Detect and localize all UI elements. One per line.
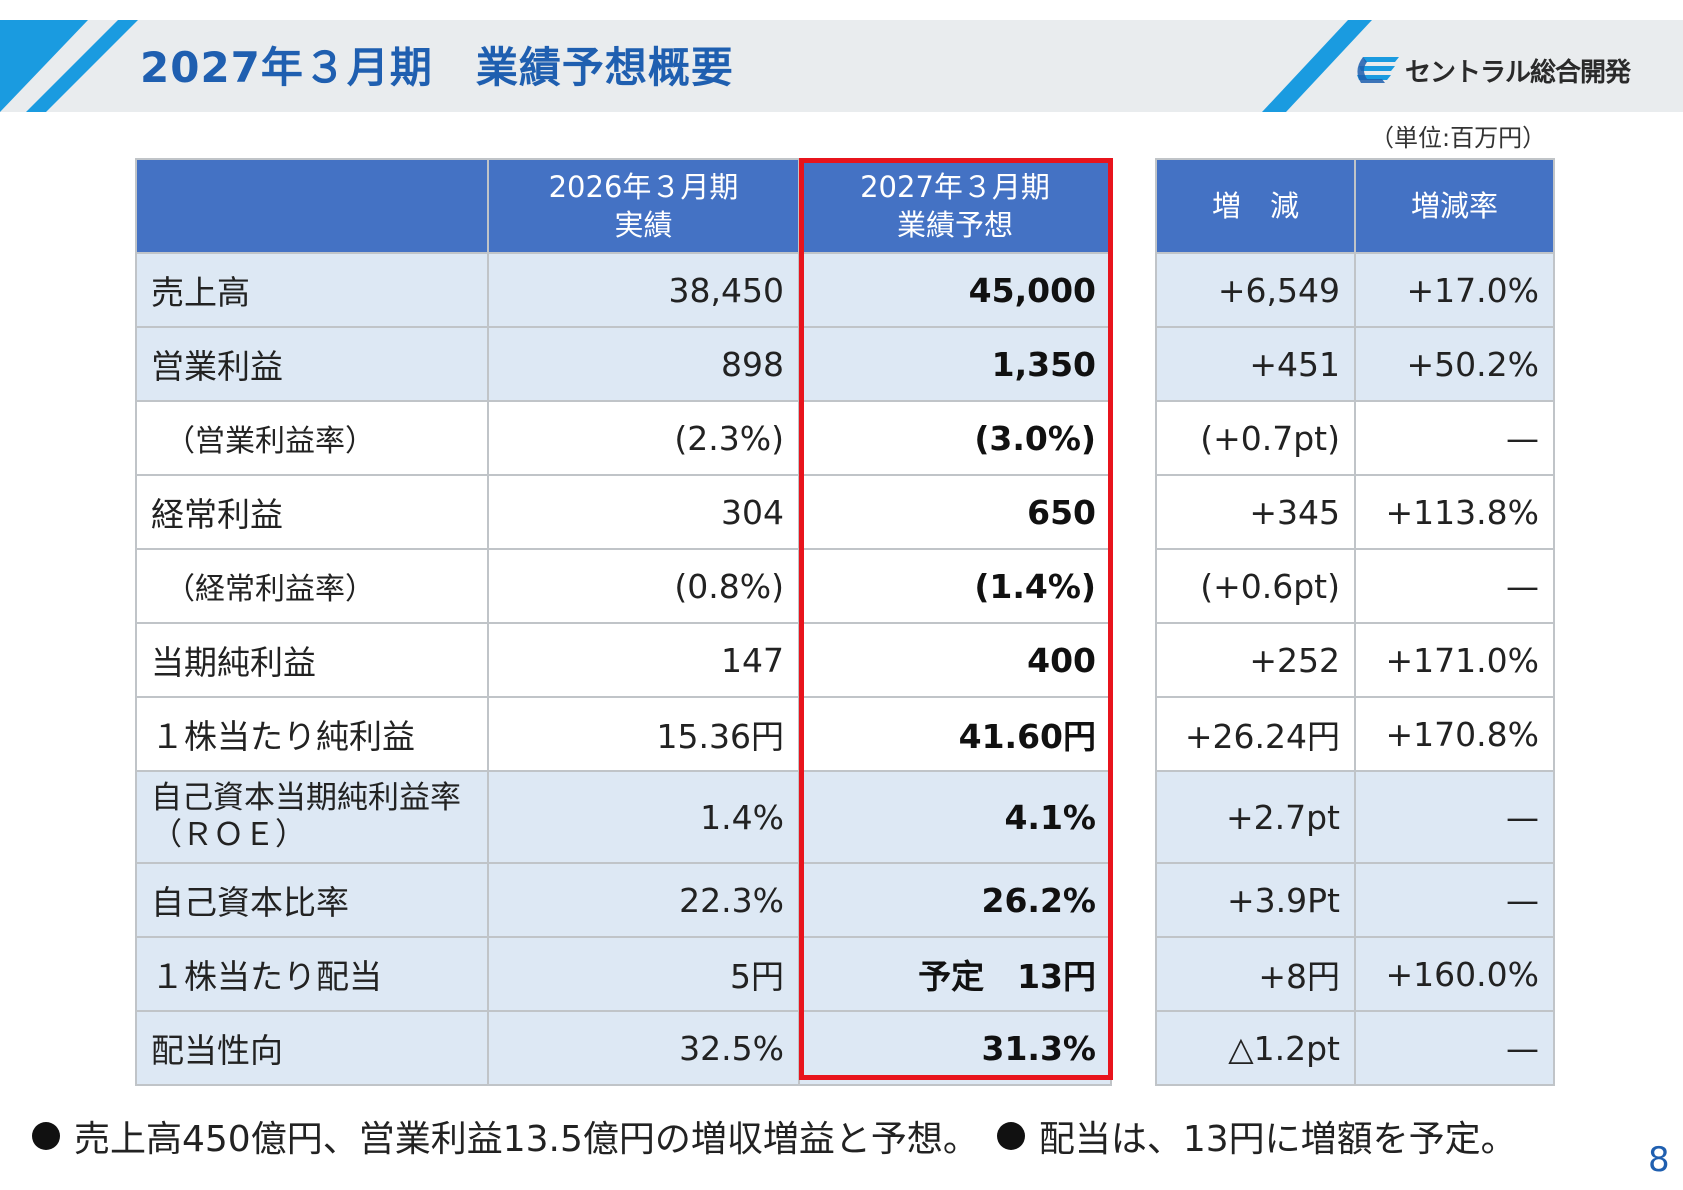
company-logo: セントラル総合開発: [1355, 50, 1631, 90]
header-item: [135, 158, 489, 254]
footnote-sales: 売上高450億円、営業利益13.5億円の増収増益と予想。: [74, 1119, 979, 1160]
row-label-ordinary-margin: （経常利益率）: [135, 548, 489, 624]
change-value: +451: [1155, 326, 1356, 402]
change-value: △1.2pt: [1155, 1010, 1356, 1086]
bullet-icon: [996, 1122, 1025, 1150]
header-change-rate: 増減率: [1354, 158, 1555, 254]
change-value: +26.24円: [1155, 696, 1356, 772]
row-label-roe: 自己資本当期純利益率 （ＲＯＥ）: [135, 770, 489, 864]
forecast-value: 31.3%: [798, 1010, 1112, 1086]
prev-value: 15.36円: [487, 696, 800, 772]
forecast-value: 4.1%: [798, 770, 1112, 864]
logo-mark-icon: [1357, 57, 1399, 83]
table-row: （経常利益率） (0.8%) (1.4%): [135, 548, 1112, 624]
header-band: [0, 20, 1683, 112]
header-prev-year: 2026年３月期 実績: [487, 158, 800, 254]
table-row: +26.24円 +170.8%: [1155, 696, 1555, 772]
forecast-value: 45,000: [798, 252, 1112, 328]
change-value: +6,549: [1155, 252, 1356, 328]
table-row: +345 +113.8%: [1155, 474, 1555, 550]
forecast-value: 650: [798, 474, 1112, 550]
header-right-stripes: [1262, 20, 1372, 112]
table-row: １株当たり純利益 15.36円 41.60円: [135, 696, 1112, 772]
change-value: +252: [1155, 622, 1356, 698]
table-row: 自己資本比率 22.3% 26.2%: [135, 862, 1112, 938]
prev-value: 898: [487, 326, 800, 402]
footnote: 売上高450億円、営業利益13.5億円の増収増益と予想。 配当は、13円に増額を…: [32, 1110, 1535, 1162]
forecast-value: 予定 13円: [798, 936, 1112, 1012]
forecast-table: 2026年３月期 実績 2027年３月期 業績予想 売上高 38,450 45,…: [135, 158, 1112, 1086]
row-label-sales: 売上高: [135, 252, 489, 328]
row-label-ordinary-income: 経常利益: [135, 474, 489, 550]
change-rate-value: —: [1354, 400, 1555, 476]
header-forecast: 2027年３月期 業績予想: [798, 158, 1112, 254]
change-value: +3.9Pt: [1155, 862, 1356, 938]
table-row: (+0.7pt) —: [1155, 400, 1555, 476]
table-row: +252 +171.0%: [1155, 622, 1555, 698]
header-left-stripes: [0, 20, 138, 112]
change-rate-value: +170.8%: [1354, 696, 1555, 772]
prev-value: 1.4%: [487, 770, 800, 864]
page-number: 8: [1648, 1140, 1670, 1180]
bullet-icon: [32, 1122, 60, 1150]
change-table: 増 減 増減率 +6,549 +17.0% +451 +50.2% (+0.7p…: [1155, 158, 1555, 1086]
prev-value: 147: [487, 622, 800, 698]
forecast-value: (1.4%): [798, 548, 1112, 624]
header-change: 増 減: [1155, 158, 1356, 254]
table-row: (+0.6pt) —: [1155, 548, 1555, 624]
change-rate-value: —: [1354, 1010, 1555, 1086]
prev-value: 38,450: [487, 252, 800, 328]
company-name: セントラル総合開発: [1405, 57, 1631, 88]
table-row: +2.7pt —: [1155, 770, 1555, 864]
change-value: +345: [1155, 474, 1356, 550]
table-row: 自己資本当期純利益率 （ＲＯＥ） 1.4% 4.1%: [135, 770, 1112, 864]
table-row: △1.2pt —: [1155, 1010, 1555, 1086]
change-value: +8円: [1155, 936, 1356, 1012]
prev-value: (0.8%): [487, 548, 800, 624]
table-row: 当期純利益 147 400: [135, 622, 1112, 698]
row-label-net-income: 当期純利益: [135, 622, 489, 698]
prev-value: 22.3%: [487, 862, 800, 938]
table-row: １株当たり配当 5円 予定 13円: [135, 936, 1112, 1012]
row-label-equity-ratio: 自己資本比率: [135, 862, 489, 938]
prev-value: (2.3%): [487, 400, 800, 476]
page-title: 2027年３月期 業績予想概要: [140, 43, 734, 92]
table-row: 経常利益 304 650: [135, 474, 1112, 550]
change-rate-value: +113.8%: [1354, 474, 1555, 550]
change-rate-value: —: [1354, 548, 1555, 624]
row-label-dividend: １株当たり配当: [135, 936, 489, 1012]
table-row: +6,549 +17.0%: [1155, 252, 1555, 328]
table-row: （営業利益率） (2.3%) (3.0%): [135, 400, 1112, 476]
table-row: 営業利益 898 1,350: [135, 326, 1112, 402]
prev-value: 304: [487, 474, 800, 550]
forecast-value: 1,350: [798, 326, 1112, 402]
change-rate-value: +160.0%: [1354, 936, 1555, 1012]
change-rate-value: +171.0%: [1354, 622, 1555, 698]
footnote-dividend: 配当は、13円に増額を予定。: [1038, 1119, 1517, 1160]
change-value: (+0.6pt): [1155, 548, 1356, 624]
change-rate-value: +17.0%: [1354, 252, 1555, 328]
change-rate-value: —: [1354, 770, 1555, 864]
table-row: +8円 +160.0%: [1155, 936, 1555, 1012]
change-rate-value: +50.2%: [1354, 326, 1555, 402]
row-label-operating-margin: （営業利益率）: [135, 400, 489, 476]
change-rate-value: —: [1354, 862, 1555, 938]
prev-value: 5円: [487, 936, 800, 1012]
change-value: (+0.7pt): [1155, 400, 1356, 476]
forecast-value: 41.60円: [798, 696, 1112, 772]
row-label-payout-ratio: 配当性向: [135, 1010, 489, 1086]
table-row: 配当性向 32.5% 31.3%: [135, 1010, 1112, 1086]
prev-value: 32.5%: [487, 1010, 800, 1086]
row-label-operating-income: 営業利益: [135, 326, 489, 402]
table-row: +3.9Pt —: [1155, 862, 1555, 938]
forecast-value: 26.2%: [798, 862, 1112, 938]
row-label-eps: １株当たり純利益: [135, 696, 489, 772]
table-row: +451 +50.2%: [1155, 326, 1555, 402]
forecast-value: 400: [798, 622, 1112, 698]
change-value: +2.7pt: [1155, 770, 1356, 864]
unit-label: （単位:百万円）: [1370, 124, 1547, 152]
forecast-value: (3.0%): [798, 400, 1112, 476]
table-row: 売上高 38,450 45,000: [135, 252, 1112, 328]
